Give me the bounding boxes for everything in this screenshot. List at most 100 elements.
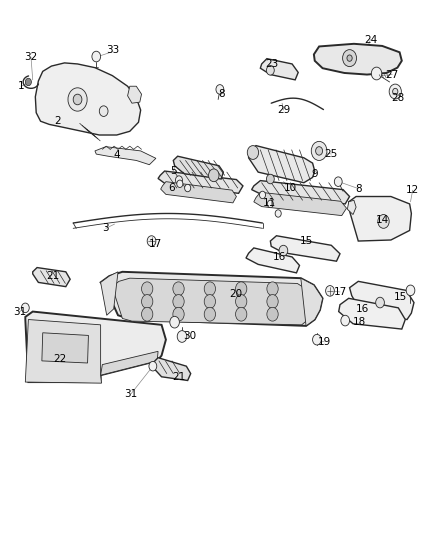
Text: 28: 28 xyxy=(392,93,405,103)
Circle shape xyxy=(247,146,258,159)
Polygon shape xyxy=(254,192,346,216)
Circle shape xyxy=(311,141,327,160)
Circle shape xyxy=(236,295,247,309)
Circle shape xyxy=(204,282,215,296)
Circle shape xyxy=(92,51,101,62)
Circle shape xyxy=(25,78,32,86)
Circle shape xyxy=(341,316,350,326)
Polygon shape xyxy=(101,272,322,326)
Circle shape xyxy=(266,174,274,184)
Polygon shape xyxy=(260,59,298,80)
Circle shape xyxy=(343,50,357,67)
Text: 30: 30 xyxy=(183,332,196,342)
Text: 6: 6 xyxy=(168,183,174,193)
Circle shape xyxy=(216,85,224,94)
Circle shape xyxy=(325,286,334,296)
Polygon shape xyxy=(25,319,102,383)
Polygon shape xyxy=(101,351,158,375)
Text: 15: 15 xyxy=(394,292,407,302)
Circle shape xyxy=(275,210,281,217)
Polygon shape xyxy=(349,197,411,241)
Circle shape xyxy=(68,88,87,111)
Text: 8: 8 xyxy=(218,89,225,99)
Polygon shape xyxy=(127,86,141,103)
Circle shape xyxy=(266,66,274,75)
Polygon shape xyxy=(301,278,322,326)
Text: 29: 29 xyxy=(277,105,290,115)
Text: 11: 11 xyxy=(262,198,276,208)
Polygon shape xyxy=(314,44,402,75)
Polygon shape xyxy=(350,281,414,319)
Polygon shape xyxy=(246,248,300,273)
Polygon shape xyxy=(347,200,356,215)
Polygon shape xyxy=(270,236,340,261)
Text: 17: 17 xyxy=(333,287,346,297)
Text: 24: 24 xyxy=(364,35,377,45)
Circle shape xyxy=(267,295,278,309)
Circle shape xyxy=(259,191,265,199)
Text: 25: 25 xyxy=(325,149,338,159)
Polygon shape xyxy=(95,147,156,165)
Circle shape xyxy=(185,184,191,192)
Circle shape xyxy=(316,147,322,155)
Text: 22: 22 xyxy=(53,354,67,364)
Circle shape xyxy=(334,177,342,187)
Text: 16: 16 xyxy=(273,252,286,262)
Circle shape xyxy=(21,303,29,313)
Text: 20: 20 xyxy=(229,289,242,299)
Text: 16: 16 xyxy=(356,304,369,314)
Polygon shape xyxy=(249,146,315,183)
Circle shape xyxy=(267,200,273,208)
Circle shape xyxy=(267,308,278,321)
Polygon shape xyxy=(173,156,223,179)
Circle shape xyxy=(208,169,219,182)
Circle shape xyxy=(204,308,215,321)
Text: 33: 33 xyxy=(106,45,119,55)
Polygon shape xyxy=(339,298,405,329)
Polygon shape xyxy=(252,181,350,204)
Circle shape xyxy=(236,308,247,321)
Circle shape xyxy=(176,176,183,184)
Circle shape xyxy=(378,215,389,228)
Circle shape xyxy=(149,361,157,371)
Text: 4: 4 xyxy=(113,150,120,160)
Circle shape xyxy=(99,106,108,116)
Polygon shape xyxy=(161,182,237,203)
Text: 3: 3 xyxy=(102,223,109,233)
Text: 31: 31 xyxy=(124,389,138,399)
Circle shape xyxy=(371,67,382,80)
Text: 14: 14 xyxy=(375,215,389,225)
Polygon shape xyxy=(33,268,70,287)
Circle shape xyxy=(141,308,153,321)
Polygon shape xyxy=(158,171,243,193)
Circle shape xyxy=(279,245,288,256)
Text: 27: 27 xyxy=(385,70,399,79)
Polygon shape xyxy=(25,312,166,382)
Polygon shape xyxy=(113,278,315,325)
Text: 19: 19 xyxy=(318,337,331,347)
Text: 8: 8 xyxy=(355,183,362,193)
Circle shape xyxy=(204,295,215,309)
Circle shape xyxy=(392,88,398,95)
Circle shape xyxy=(73,94,82,105)
Text: 10: 10 xyxy=(284,183,297,193)
Text: 9: 9 xyxy=(311,169,318,179)
Text: 15: 15 xyxy=(300,236,313,246)
Text: 21: 21 xyxy=(172,372,186,382)
Circle shape xyxy=(173,308,184,321)
Polygon shape xyxy=(101,272,118,316)
Circle shape xyxy=(236,282,247,296)
Circle shape xyxy=(141,282,153,296)
Text: 2: 2 xyxy=(55,116,61,126)
Polygon shape xyxy=(35,63,141,135)
Circle shape xyxy=(173,282,184,296)
Circle shape xyxy=(406,285,415,296)
Text: 21: 21 xyxy=(46,271,60,281)
Circle shape xyxy=(389,84,401,99)
Circle shape xyxy=(173,295,184,309)
Circle shape xyxy=(313,334,321,345)
Text: 5: 5 xyxy=(170,166,177,176)
Text: 31: 31 xyxy=(13,306,26,317)
Text: 32: 32 xyxy=(25,52,38,62)
Text: 17: 17 xyxy=(149,239,162,249)
